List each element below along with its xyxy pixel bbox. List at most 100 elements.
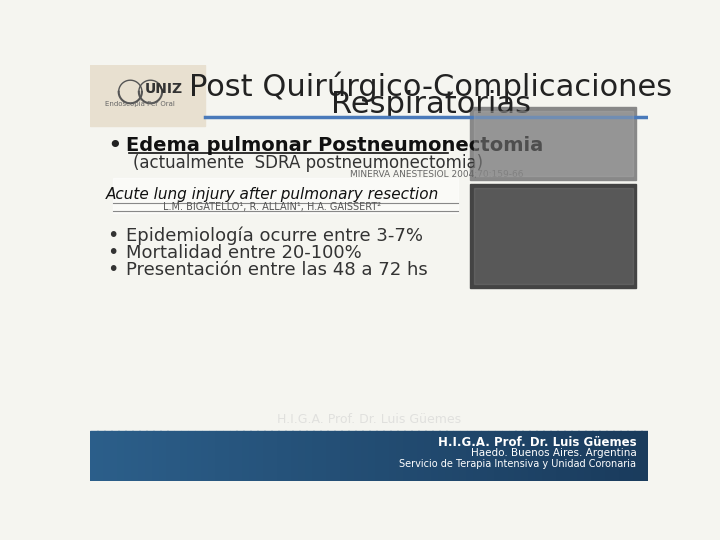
Bar <box>578 430 586 481</box>
Bar <box>355 430 363 481</box>
Bar <box>215 430 223 481</box>
Bar <box>641 430 649 481</box>
Text: MINERVA ANESTESIOL 2004;70:159-66: MINERVA ANESTESIOL 2004;70:159-66 <box>350 171 523 179</box>
Bar <box>104 430 112 481</box>
Text: Presentación entre las 48 a 72 hs: Presentación entre las 48 a 72 hs <box>126 261 428 279</box>
Bar <box>285 430 293 481</box>
Bar <box>258 430 265 481</box>
Bar <box>153 430 161 481</box>
Bar <box>523 430 530 481</box>
Bar <box>411 430 418 481</box>
Bar <box>481 430 488 481</box>
Bar <box>487 430 495 481</box>
Bar <box>425 430 433 481</box>
Bar <box>369 430 377 481</box>
Bar <box>90 65 204 126</box>
Bar <box>118 430 126 481</box>
Bar <box>620 430 628 481</box>
Bar <box>125 430 132 481</box>
Bar <box>160 430 168 481</box>
Bar <box>145 430 153 481</box>
Bar <box>502 430 509 481</box>
Bar <box>306 430 314 481</box>
Text: •: • <box>107 226 118 245</box>
Bar <box>467 430 474 481</box>
Bar <box>438 430 446 481</box>
Bar <box>432 430 439 481</box>
Bar <box>222 430 230 481</box>
Bar <box>300 430 307 481</box>
Bar <box>453 430 461 481</box>
Bar <box>90 409 648 430</box>
Text: H.I.G.A. Prof. Dr. Luis Güemes: H.I.G.A. Prof. Dr. Luis Güemes <box>277 413 461 426</box>
Bar <box>174 430 181 481</box>
Bar <box>348 430 356 481</box>
Bar <box>113 178 458 213</box>
Bar <box>585 430 593 481</box>
Bar <box>132 430 140 481</box>
Text: Acute lung injury after pulmonary resection: Acute lung injury after pulmonary resect… <box>106 187 438 202</box>
Bar <box>474 111 632 177</box>
Bar <box>469 107 636 180</box>
Text: Endoscopía Per Oral: Endoscopía Per Oral <box>105 100 175 106</box>
Bar <box>236 430 244 481</box>
Bar <box>529 430 537 481</box>
Text: Post Quirúrgico-Complicaciones: Post Quirúrgico-Complicaciones <box>189 71 672 102</box>
Bar <box>376 430 384 481</box>
Bar <box>613 430 621 481</box>
Bar <box>571 430 579 481</box>
Text: Servicio de Terapia Intensiva y Unidad Coronaria: Servicio de Terapia Intensiva y Unidad C… <box>400 458 636 469</box>
Text: Epidemiología ocurre entre 3-7%: Epidemiología ocurre entre 3-7% <box>126 226 423 245</box>
Bar <box>334 430 342 481</box>
Text: L.M. BIGATELLO¹, R. ALLAIN¹, H.A. GAISSERT²: L.M. BIGATELLO¹, R. ALLAIN¹, H.A. GAISSE… <box>163 202 381 212</box>
Text: •: • <box>107 260 118 279</box>
Bar <box>167 430 174 481</box>
Bar <box>292 430 300 481</box>
Bar <box>271 430 279 481</box>
Bar <box>418 430 426 481</box>
Text: Edema pulmonar Postneumonectomia: Edema pulmonar Postneumonectomia <box>126 136 543 155</box>
Bar <box>536 430 544 481</box>
Bar <box>446 430 454 481</box>
Text: •: • <box>107 243 118 262</box>
Bar <box>474 430 482 481</box>
Bar <box>320 430 328 481</box>
Bar <box>557 430 565 481</box>
Bar <box>209 430 216 481</box>
Bar <box>564 430 572 481</box>
Text: •: • <box>107 134 122 158</box>
Bar <box>97 430 104 481</box>
Text: H.I.G.A. Prof. Dr. Luis Güemes: H.I.G.A. Prof. Dr. Luis Güemes <box>438 436 636 449</box>
Bar <box>404 430 412 481</box>
Bar <box>202 430 210 481</box>
Bar <box>516 430 523 481</box>
Bar <box>264 430 272 481</box>
Bar <box>634 430 642 481</box>
Bar <box>550 430 558 481</box>
Bar <box>495 430 503 481</box>
Text: UNIZ: UNIZ <box>145 82 183 96</box>
Bar <box>139 430 147 481</box>
Bar <box>362 430 370 481</box>
Bar <box>194 430 202 481</box>
Bar <box>230 430 238 481</box>
Bar <box>181 430 189 481</box>
Bar <box>390 430 397 481</box>
Bar <box>508 430 516 481</box>
Bar <box>90 430 98 481</box>
Bar <box>313 430 321 481</box>
Text: Respiratorias: Respiratorias <box>331 90 531 119</box>
Bar <box>593 430 600 481</box>
Bar <box>188 430 195 481</box>
Bar <box>243 430 251 481</box>
Bar <box>606 430 614 481</box>
Bar <box>474 188 632 284</box>
Bar <box>544 430 551 481</box>
Bar <box>627 430 635 481</box>
Bar <box>327 430 335 481</box>
Text: Haedo. Buenos Aires. Argentina: Haedo. Buenos Aires. Argentina <box>471 448 636 458</box>
Bar <box>251 430 258 481</box>
Bar <box>111 430 119 481</box>
Bar <box>599 430 607 481</box>
Text: (actualmente  SDRA postneumonectomia): (actualmente SDRA postneumonectomia) <box>132 153 482 172</box>
